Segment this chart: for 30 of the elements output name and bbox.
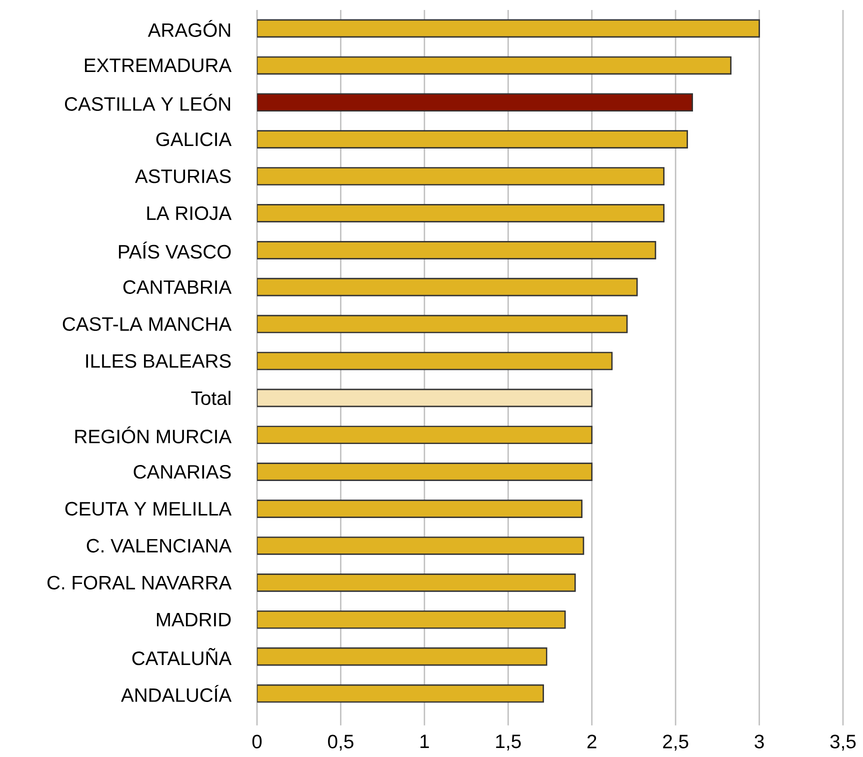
y-tick-label: LA RIOJA [147, 206, 232, 220]
y-tick-label: GALICIA [156, 132, 232, 146]
x-tick-label: 1,5 [496, 734, 521, 750]
y-tick-label: PAÍS VASCO [118, 242, 231, 259]
y-tick-label: CATALUÑA [132, 648, 232, 666]
bar [257, 610, 566, 629]
y-tick-label: MADRID [156, 612, 231, 626]
x-tick-label: 1 [420, 734, 429, 748]
x-tick-label: 3,5 [830, 734, 856, 751]
y-tick-label: ARAGÓN [148, 20, 230, 37]
y-tick-label: REGIÓN MURCIA [75, 426, 232, 444]
y-tick-label: CASTILLA Y LEÓN [64, 94, 230, 111]
y-tick-label: CANARIAS [134, 464, 231, 479]
y-tick-label: C. VALENCIANA [86, 538, 232, 553]
x-tick-label: 0 [252, 734, 262, 748]
y-tick-label: CANTABRIA [123, 280, 232, 294]
bar [257, 56, 732, 75]
y-tick-label: C. FORAL NAVARRA [47, 576, 232, 590]
x-tick-label: 0,5 [328, 734, 354, 751]
y-tick-label: EXTREMADURA [84, 58, 232, 72]
bar [257, 426, 593, 444]
y-tick-label: ASTURIAS [134, 169, 231, 184]
x-tick-label: 3 [754, 734, 764, 748]
y-tick-label: CAST-LA MANCHA [62, 317, 232, 331]
y-tick-label: ILLES BALEARS [86, 354, 231, 368]
y-tick-label: ANDALUCÍA [121, 684, 232, 702]
y-tick-label: CEUTA Y MELILLA [65, 502, 232, 516]
y-tick-label: Total [191, 390, 230, 405]
x-tick-label: 2,5 [663, 734, 688, 751]
x-tick-label: 2 [587, 734, 596, 748]
